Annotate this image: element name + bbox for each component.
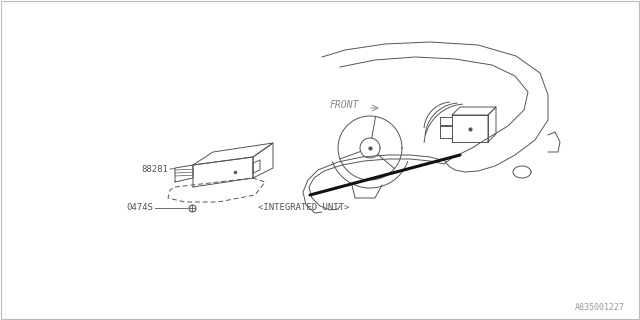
Text: 0474S: 0474S xyxy=(126,204,153,212)
Text: 88281: 88281 xyxy=(141,164,168,173)
Text: A835001227: A835001227 xyxy=(575,303,625,312)
Text: FRONT: FRONT xyxy=(330,100,360,110)
Text: <INTEGRATED UNIT>: <INTEGRATED UNIT> xyxy=(258,204,349,212)
